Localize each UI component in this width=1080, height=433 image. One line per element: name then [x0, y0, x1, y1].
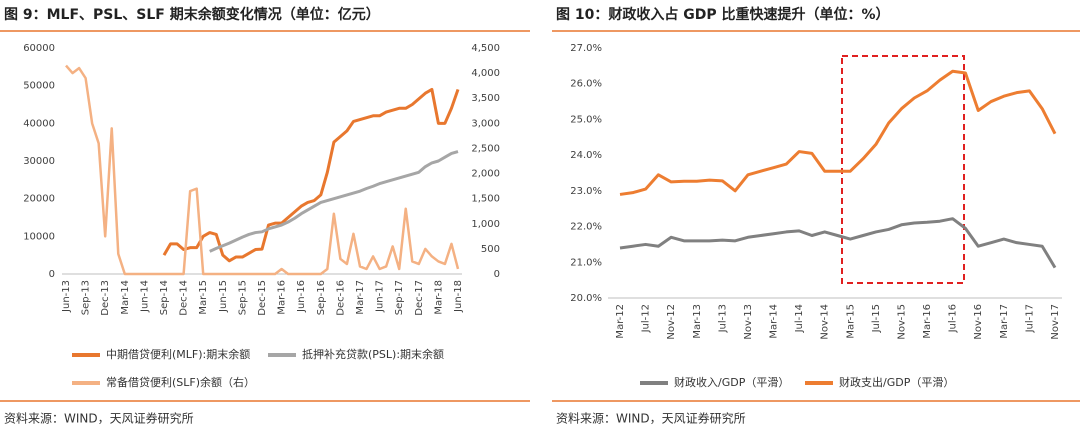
y2-tick-label: 2,500 [471, 143, 500, 154]
y-tick-label: 60000 [23, 43, 55, 54]
x-tick-label: Nov-16 [973, 304, 984, 340]
legend-label: 抵押补充贷款(PSL):期末余额 [302, 347, 444, 361]
x-tick-label: Jul-13 [717, 304, 728, 333]
x-tick-label: Dec-14 [179, 280, 190, 316]
legend-label: 财政收入/GDP（平滑） [674, 375, 789, 389]
y2-tick-label: 500 [481, 244, 500, 255]
y-tick-label: 50000 [23, 81, 55, 92]
y-tick-label: 30000 [23, 156, 55, 167]
x-tick-label: Dec-17 [414, 280, 425, 316]
y-tick-label: 20.0% [570, 293, 602, 304]
x-tick-label: Jun-18 [453, 280, 464, 313]
x-tick-label: Mar-17 [355, 280, 366, 315]
x-tick-label: Sep-13 [81, 280, 92, 315]
x-tick-label: Mar-14 [769, 304, 780, 339]
x-tick-label: Sep-15 [237, 280, 248, 315]
x-tick-label: Jul-16 [948, 304, 959, 333]
x-tick-label: Jul-15 [871, 304, 882, 333]
y-tick-label: 24.0% [570, 150, 602, 161]
y2-tick-label: 3,000 [471, 118, 500, 129]
y2-tick-label: 3,500 [471, 93, 500, 104]
y-tick-label: 27.0% [570, 43, 602, 54]
y2-tick-label: 4,500 [471, 43, 500, 54]
y-tick-label: 20000 [23, 194, 55, 205]
x-tick-label: Mar-12 [615, 304, 626, 339]
x-tick-label: Dec-16 [335, 280, 346, 316]
y2-tick-label: 0 [494, 269, 500, 280]
x-tick-label: Mar-16 [277, 280, 288, 315]
x-tick-label: Jun-14 [139, 280, 150, 313]
x-tick-label: Mar-16 [922, 304, 933, 339]
x-tick-label: Jun-13 [61, 280, 72, 313]
y-tick-label: 22.0% [570, 222, 602, 233]
y2-tick-label: 4,000 [471, 68, 500, 79]
series-line [619, 69, 1057, 196]
x-tick-label: Sep-14 [159, 280, 170, 315]
x-tick-label: Nov-15 [896, 304, 907, 340]
x-tick-label: Dec-15 [257, 280, 268, 316]
y-tick-label: 0 [49, 269, 55, 280]
y2-tick-label: 1,000 [471, 219, 500, 230]
y-tick-label: 25.0% [570, 114, 602, 125]
y2-tick-label: 1,500 [471, 194, 500, 205]
x-tick-label: Jul-12 [641, 304, 652, 333]
legend-label: 中期借贷便利(MLF):期末余额 [106, 347, 250, 361]
series-line [162, 87, 460, 263]
y-tick-label: 21.0% [570, 257, 602, 268]
series-line [65, 64, 460, 276]
y-tick-label: 40000 [23, 118, 55, 129]
legend-label: 财政支出/GDP（平滑） [839, 375, 954, 389]
x-tick-label: Jul-14 [794, 304, 805, 333]
x-tick-label: Jun-15 [218, 280, 229, 313]
x-tick-label: Jun-17 [375, 280, 386, 313]
x-tick-label: Nov-14 [820, 304, 831, 340]
x-tick-label: Sep-16 [316, 280, 327, 315]
y-tick-label: 26.0% [570, 79, 602, 90]
series-line [209, 150, 459, 253]
source: 资料来源：WIND，天风证券研究所 [4, 411, 194, 426]
x-tick-label: Mar-18 [433, 280, 444, 315]
chart-title: 图 9：MLF、PSL、SLF 期末余额变化情况（单位：亿元） [4, 6, 380, 23]
x-tick-label: Mar-13 [692, 304, 703, 339]
x-tick-label: Mar-14 [120, 280, 131, 315]
x-tick-label: Sep-17 [394, 280, 405, 315]
x-tick-label: Jun-16 [296, 280, 307, 313]
x-tick-label: Jul-17 [1024, 304, 1035, 333]
legend-label: 常备借贷便利(SLF)余额（右） [106, 375, 255, 389]
x-tick-label: Mar-15 [845, 304, 856, 339]
x-tick-label: Nov-13 [743, 304, 754, 340]
y-tick-label: 23.0% [570, 186, 602, 197]
highlight-box [841, 55, 965, 284]
x-tick-label: Nov-17 [1050, 304, 1061, 340]
y-tick-label: 10000 [23, 231, 55, 242]
chart-title: 图 10：财政收入占 GDP 比重快速提升（单位：%） [556, 6, 890, 23]
source: 资料来源：WIND，天风证券研究所 [556, 411, 746, 426]
series-line [619, 217, 1057, 269]
y2-tick-label: 2,000 [471, 169, 500, 180]
x-tick-label: Dec-13 [100, 280, 111, 316]
x-tick-label: Nov-12 [666, 304, 677, 340]
x-tick-label: Mar-17 [999, 304, 1010, 339]
x-tick-label: Mar-15 [198, 280, 209, 315]
